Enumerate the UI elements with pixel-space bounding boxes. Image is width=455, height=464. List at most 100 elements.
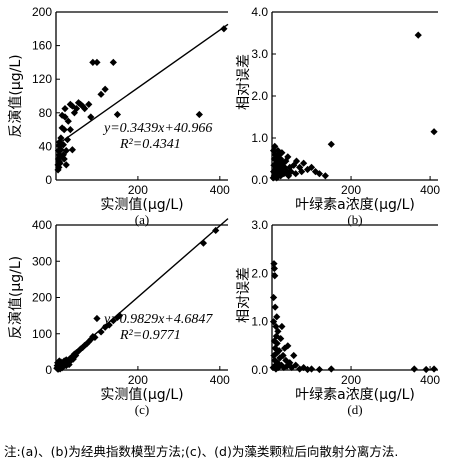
- data-point: [79, 343, 87, 352]
- data-point: [270, 172, 278, 180]
- chart-panel-c: 0 100 200 300 400 200 400 实测值(μg/L) 反演值(μg/L) (c)…: [8, 218, 230, 417]
- y-axis-label: 反演值(μg/L): [8, 256, 24, 339]
- data-point: [62, 362, 70, 370]
- data-point: [58, 124, 66, 132]
- data-point: [87, 335, 95, 344]
- data-point: [276, 354, 284, 362]
- y-tick-label: 200: [32, 291, 52, 305]
- data-point: [271, 165, 279, 174]
- data-point: [292, 157, 301, 165]
- data-point: [199, 239, 208, 247]
- data-point: [430, 128, 438, 136]
- y-tick-label: 4.0: [251, 5, 268, 19]
- data-point: [296, 163, 304, 171]
- y-tick-label: 0.0: [251, 363, 268, 377]
- data-point: [271, 272, 279, 280]
- y-tick-label: 3.0: [251, 218, 268, 232]
- x-axis-label: 叶绿素a浓度(μg/L): [295, 197, 415, 213]
- panel-label: (d): [347, 402, 362, 417]
- figure-note: 注:(a)、(b)为经典指数模型方法;(c)、(d)为藻类颗粒后向散射分离方法.: [4, 444, 399, 459]
- data-point: [327, 365, 335, 373]
- data-point: [270, 264, 278, 273]
- panel-label: (a): [135, 212, 149, 227]
- data-point: [59, 141, 67, 149]
- data-point: [109, 317, 117, 325]
- data-point: [72, 105, 81, 113]
- data-point: [195, 110, 203, 119]
- data-point: [271, 142, 279, 150]
- data-point: [220, 25, 228, 33]
- data-point: [315, 365, 324, 374]
- data-point: [280, 170, 288, 178]
- data-point: [62, 147, 70, 155]
- data-point: [300, 159, 308, 167]
- y-tick-label: 100: [32, 327, 52, 341]
- data-point: [81, 105, 89, 113]
- data-point: [281, 163, 289, 171]
- y-tick-label: 3.0: [251, 47, 268, 61]
- y-tick-label: 120: [32, 72, 52, 86]
- data-point: [298, 168, 306, 176]
- data-point: [280, 363, 288, 372]
- data-point: [300, 363, 308, 372]
- data-point: [85, 338, 93, 346]
- data-point: [278, 165, 286, 174]
- data-point: [70, 109, 79, 117]
- x-tick-label: 400: [420, 373, 440, 387]
- data-point: [83, 340, 91, 348]
- x-axis-label: 实测值(μg/L): [100, 197, 183, 213]
- data-point: [269, 318, 278, 326]
- data-point: [271, 361, 280, 369]
- data-point: [97, 90, 105, 98]
- data-point: [321, 172, 329, 180]
- data-point: [66, 126, 74, 134]
- data-point: [271, 151, 279, 159]
- data-point: [270, 155, 278, 163]
- data-point: [278, 322, 286, 331]
- x-tick-label: 200: [341, 183, 361, 197]
- data-point: [274, 327, 282, 335]
- y-tick-label: 200: [32, 5, 52, 19]
- data-point: [101, 85, 109, 93]
- y-tick-label: 160: [32, 39, 52, 53]
- data-point: [74, 347, 83, 355]
- data-point: [273, 339, 281, 348]
- data-point: [60, 126, 68, 134]
- y-axis-label: 相对误差: [236, 54, 252, 110]
- data-point: [62, 161, 70, 169]
- data-point: [85, 100, 93, 108]
- data-point: [275, 151, 283, 159]
- data-point: [278, 149, 286, 157]
- data-point: [276, 161, 284, 169]
- y-tick-label: 80: [39, 106, 53, 120]
- data-point: [272, 332, 280, 340]
- x-tick-label: 200: [128, 373, 148, 387]
- data-point: [307, 365, 316, 373]
- x-tick-label: 200: [128, 183, 148, 197]
- data-point: [307, 163, 316, 171]
- data-point: [115, 312, 124, 320]
- y-tick-label: 400: [32, 218, 52, 232]
- x-axis-label: 叶绿素a浓度(μg/L): [295, 387, 415, 403]
- data-point: [269, 293, 278, 302]
- data-point: [113, 110, 122, 119]
- data-point: [284, 342, 292, 350]
- y-tick-label: 300: [32, 254, 52, 268]
- data-point: [89, 58, 97, 66]
- data-point: [273, 313, 281, 321]
- data-point: [64, 117, 72, 125]
- regression-equation: y=0.9829x+4.6847: [102, 312, 213, 327]
- data-point: [279, 351, 287, 360]
- data-point: [63, 136, 72, 144]
- data-point: [285, 172, 293, 180]
- data-point: [270, 260, 278, 268]
- data-point: [93, 314, 101, 323]
- data-point: [269, 363, 277, 372]
- data-point: [60, 155, 68, 163]
- data-point: [79, 102, 87, 110]
- data-point: [101, 323, 109, 331]
- y-axis-label: 相对误差: [236, 267, 252, 323]
- panel-label: (c): [135, 402, 149, 417]
- y-tick-label: 1.0: [251, 315, 268, 329]
- data-point: [277, 334, 285, 343]
